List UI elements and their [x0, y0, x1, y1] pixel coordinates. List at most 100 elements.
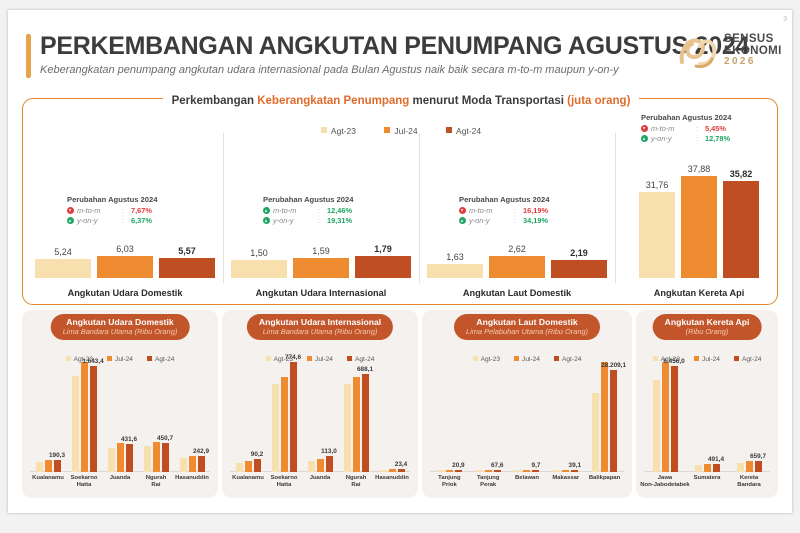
card-legend-item[interactable]: Jul-24	[307, 356, 333, 363]
bar-rect[interactable]	[489, 256, 545, 278]
card-legend-item[interactable]: Agt-24	[346, 356, 374, 363]
card-legend-item[interactable]: Agt-23	[472, 356, 500, 363]
bar-rect[interactable]	[179, 458, 187, 472]
bar-rect[interactable]: 1.643,4	[82, 358, 104, 472]
bar-rect[interactable]: 774,6	[285, 354, 301, 472]
bar-rect[interactable]	[445, 470, 453, 472]
bar-rect[interactable]: 23,4	[395, 461, 407, 472]
bar-rect[interactable]	[703, 463, 711, 472]
card-legend-item[interactable]: Agt-24	[146, 356, 174, 363]
card-legend-label: Agt-24	[561, 356, 582, 363]
bar-rect[interactable]	[523, 470, 531, 472]
bar-rect[interactable]	[355, 256, 411, 278]
bar-rect[interactable]: 90,2	[251, 451, 263, 472]
bar-rect[interactable]	[316, 458, 324, 472]
bar-rect[interactable]	[307, 460, 315, 472]
bar-rect[interactable]	[244, 460, 252, 472]
bar-rect[interactable]	[745, 460, 753, 472]
bar-rect[interactable]	[80, 362, 88, 472]
bar-rect[interactable]: 20,9	[452, 462, 465, 472]
bar-rect[interactable]: 6.456,0	[663, 358, 685, 472]
card-legend-item[interactable]: Agt-23	[652, 356, 680, 363]
legend-item-agt23[interactable]: Agt-23	[320, 126, 356, 136]
bar-rect[interactable]	[116, 442, 124, 472]
bar-rect[interactable]: 431,6	[121, 436, 137, 472]
bar-item[interactable]: 1,59	[293, 246, 349, 278]
bar-item[interactable]: 1,79	[355, 244, 411, 278]
bar-rect[interactable]	[681, 175, 717, 278]
bar-rect[interactable]	[107, 448, 115, 472]
bar-rect[interactable]	[388, 469, 396, 472]
bar-rect[interactable]: 113,0	[321, 448, 337, 472]
card-legend-item[interactable]: Agt-23	[65, 356, 93, 363]
card-legend-item[interactable]: Agt-23	[265, 356, 293, 363]
bar-item[interactable]: 5,24	[35, 247, 91, 278]
bar-rect[interactable]	[271, 383, 279, 472]
legend-item-jul24[interactable]: Jul-24	[384, 126, 418, 136]
bar-item[interactable]: 1,50	[231, 248, 287, 278]
bar-rect[interactable]	[231, 259, 287, 278]
bar-value-label: 1,63	[446, 252, 464, 263]
bar-rect[interactable]	[97, 256, 153, 278]
bar-rect[interactable]	[551, 259, 607, 278]
change-block-title: Perubahan Agustus 2024	[263, 195, 354, 204]
bar-rect[interactable]	[436, 470, 444, 472]
bar-rect[interactable]: 450,7	[157, 435, 173, 472]
bar-rect[interactable]	[484, 470, 492, 472]
bar-item[interactable]: 5,57	[159, 246, 215, 278]
bar-rect[interactable]	[35, 461, 43, 472]
card-plot-area: 20,9 Tanjung Priok 67,6 Tanjung Perak 9,7 Belaw…	[430, 362, 626, 488]
bar-rect[interactable]	[159, 257, 215, 278]
bar-item[interactable]: 1,63	[427, 252, 483, 278]
bar-rect[interactable]	[188, 455, 196, 472]
card-legend-swatch	[146, 356, 152, 361]
bar-rect[interactable]	[694, 464, 702, 472]
bar-item[interactable]: 37,88	[681, 164, 717, 278]
bar-rect[interactable]	[427, 264, 483, 278]
bar-rect[interactable]	[235, 463, 243, 472]
bar-rect[interactable]	[44, 460, 52, 472]
bar-rect[interactable]: 67,6	[491, 462, 503, 472]
bar-rect[interactable]	[343, 383, 351, 472]
bar-rect[interactable]	[71, 376, 79, 472]
card-legend-item[interactable]: Jul-24	[514, 356, 540, 363]
bar-rect[interactable]	[143, 445, 151, 472]
bar-rect[interactable]	[652, 380, 660, 472]
card-legend-item[interactable]: Agt-24	[733, 356, 761, 363]
bar-rect[interactable]	[723, 181, 759, 278]
card-legend-item[interactable]: Agt-24	[553, 356, 582, 363]
bar-group: 242,9 Hasanuddin	[174, 362, 210, 481]
bar-rect[interactable]	[592, 392, 600, 472]
page-title: PERKEMBANGAN ANGKUTAN PENUMPANG AGUSTUS …	[40, 32, 750, 60]
bar-rect[interactable]	[293, 258, 349, 278]
bar-rect[interactable]	[661, 362, 669, 472]
bar-rect[interactable]	[475, 470, 483, 472]
bar-rect[interactable]	[736, 463, 744, 472]
bar-rect[interactable]	[639, 192, 675, 278]
bar-rect[interactable]: 9,7	[532, 462, 540, 472]
bar-rect[interactable]	[562, 470, 570, 472]
bar-rect[interactable]: 28.209,1	[601, 362, 626, 472]
card-legend-item[interactable]: Jul-24	[107, 356, 133, 363]
bar-rect[interactable]	[352, 377, 360, 472]
bar-item[interactable]: 2,19	[551, 248, 607, 278]
bar-rect[interactable]	[601, 362, 609, 472]
bar-rect[interactable]	[280, 376, 288, 472]
bar-item[interactable]: 31,76	[639, 180, 675, 278]
bar-item[interactable]: 6,03	[97, 244, 153, 278]
bar-rect[interactable]	[514, 470, 522, 472]
legend-item-agt24[interactable]: Agt-24	[446, 126, 481, 136]
bar-rect[interactable]: 190,3	[49, 452, 65, 472]
bar-rect[interactable]	[35, 258, 91, 278]
bar-rect[interactable]: 39,1	[569, 462, 581, 472]
bar-item[interactable]: 2,62	[489, 244, 545, 278]
bar-rect[interactable]: 242,9	[193, 448, 209, 472]
bar-rect[interactable]: 688,1	[357, 366, 373, 472]
bar-rect[interactable]	[379, 470, 387, 472]
card-legend-item[interactable]: Jul-24	[694, 356, 720, 363]
bar-rect[interactable]	[152, 441, 160, 472]
bar-rect[interactable]	[553, 470, 561, 472]
bar-rect[interactable]: 659,7	[750, 453, 766, 472]
bar-rect[interactable]: 491,4	[708, 456, 724, 472]
bar-item[interactable]: 35,82	[723, 169, 759, 278]
